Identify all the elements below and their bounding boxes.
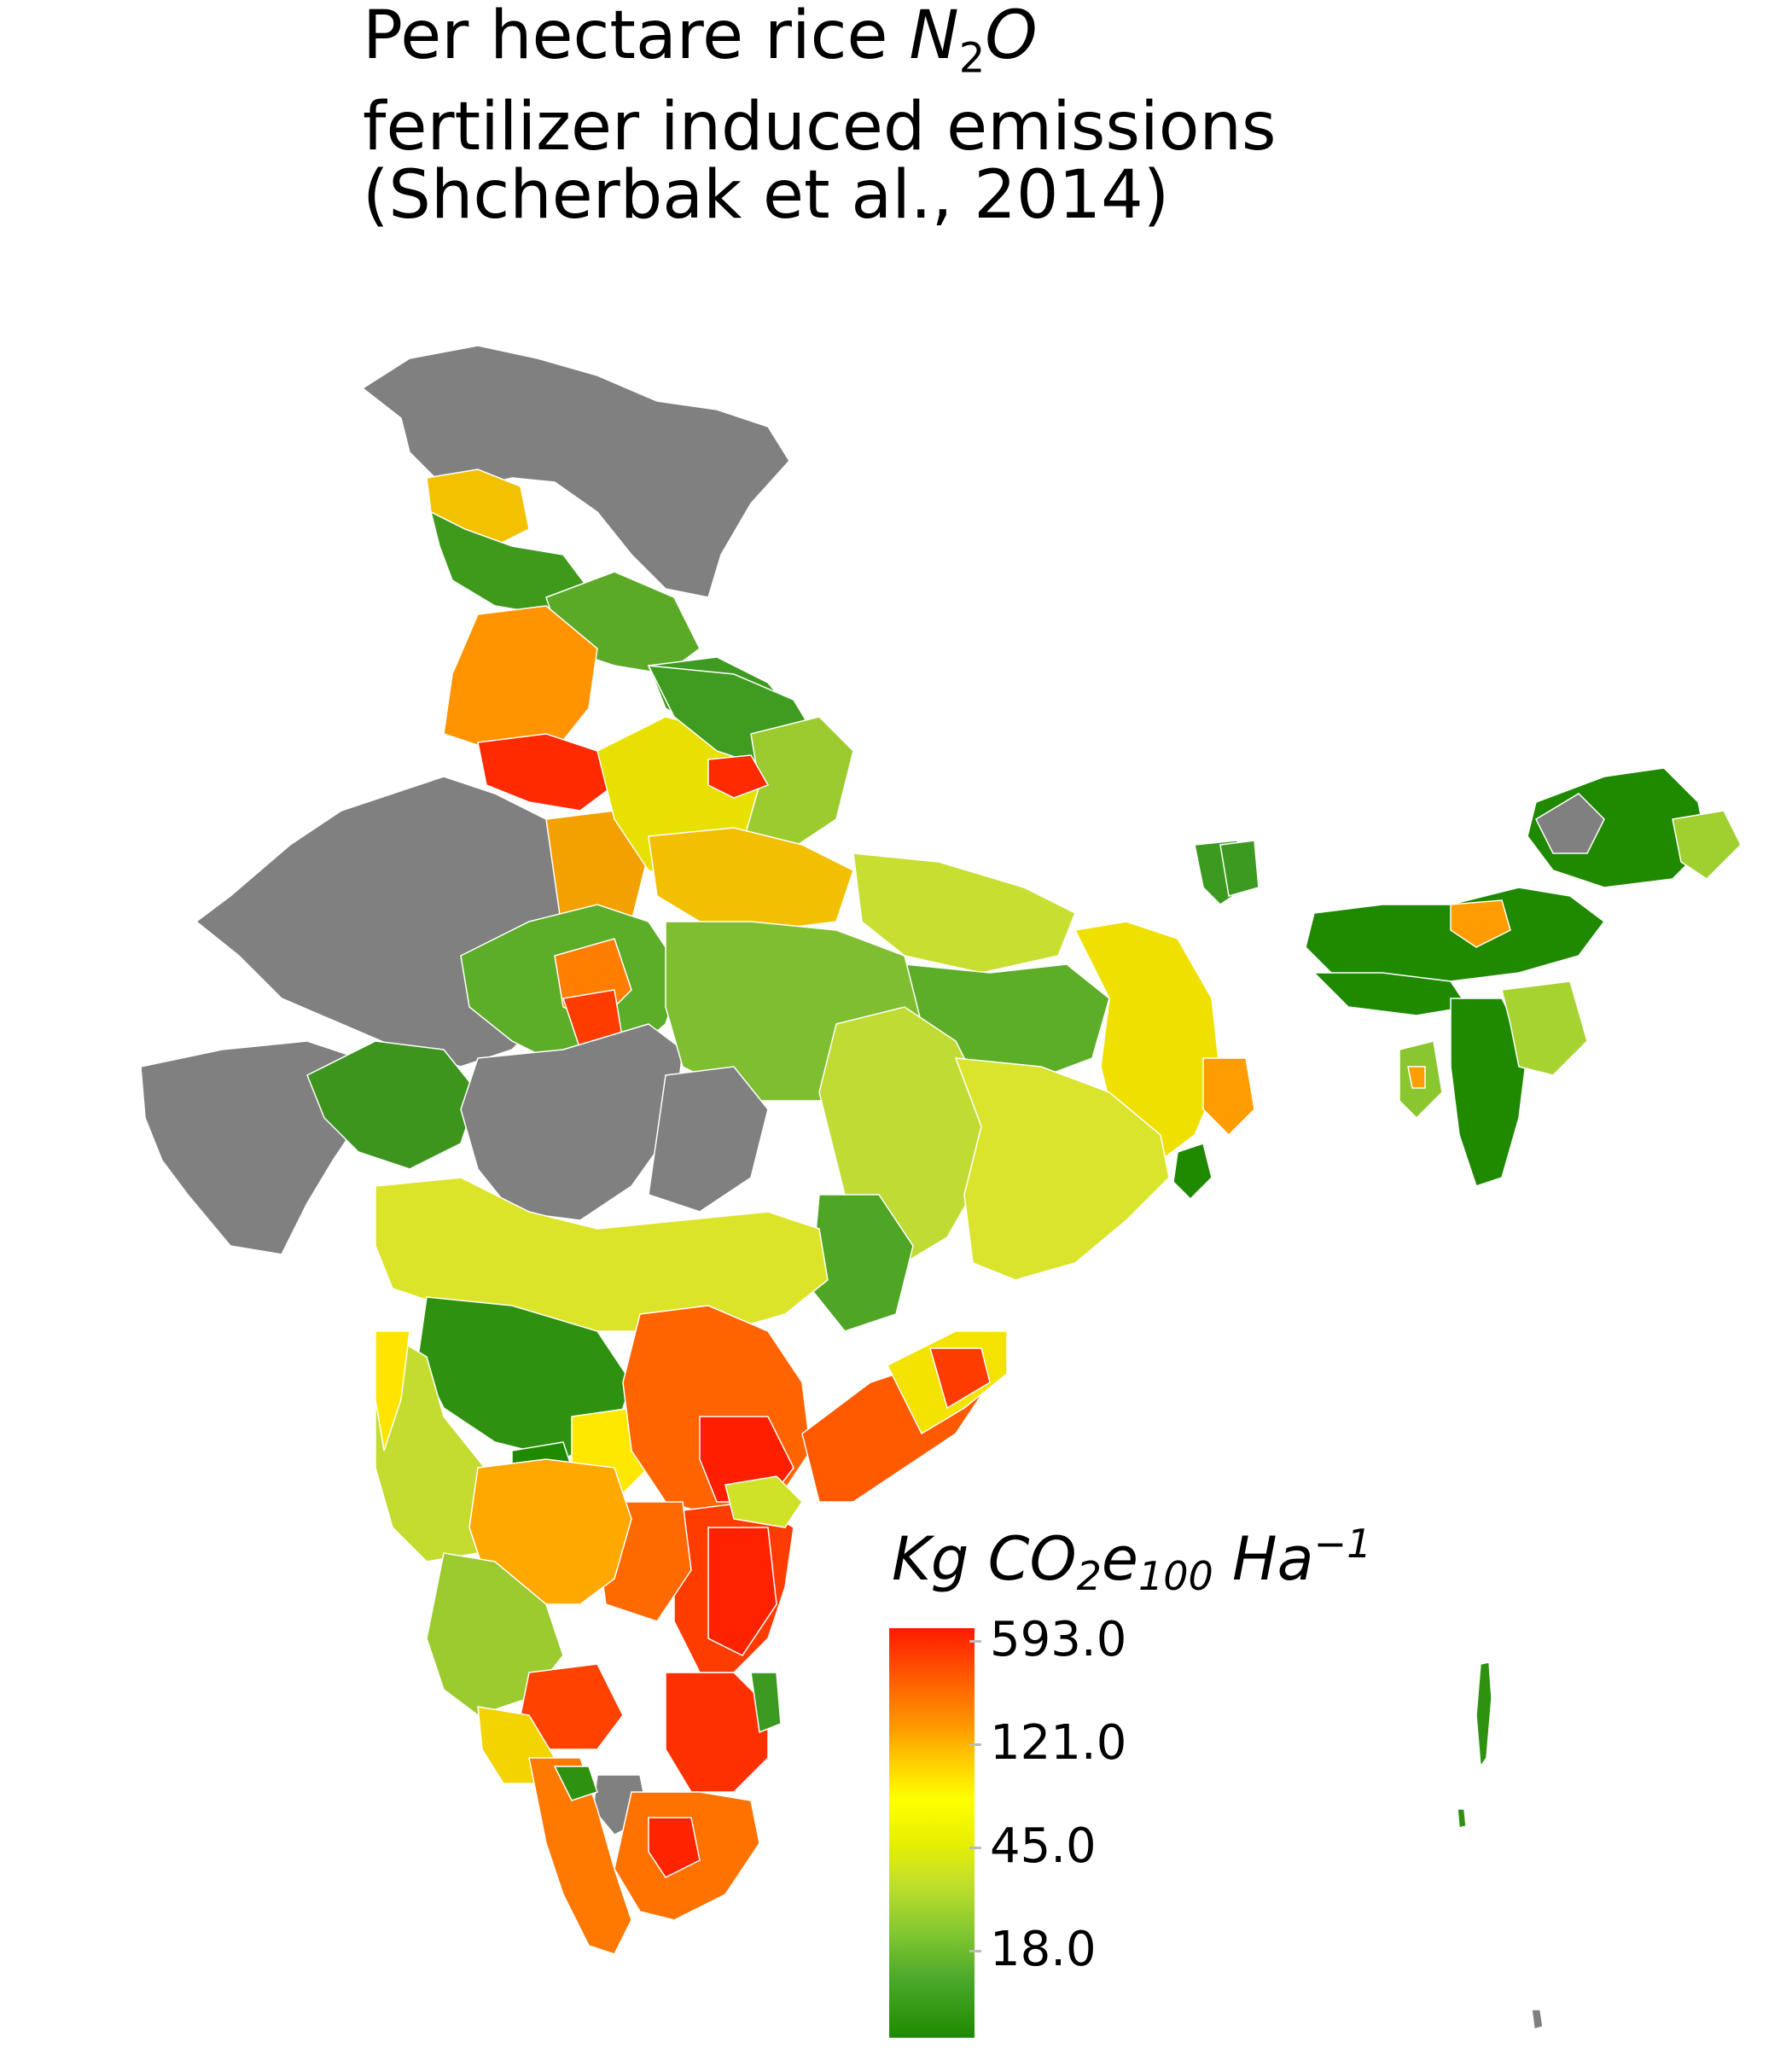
region-goa-coast	[375, 1330, 410, 1452]
region-nellore	[724, 1475, 803, 1528]
region-nicobar	[1531, 2009, 1544, 2030]
title-line-3: (Shcherbak et al., 2014)	[363, 156, 1170, 234]
map-title: Per hectare rice N2O fertilizer induced …	[363, 2, 1557, 230]
region-haryana	[477, 733, 615, 812]
legend-tick-mark	[969, 1743, 981, 1746]
region-arunachal-east	[1672, 810, 1742, 880]
region-up-hotspot	[707, 754, 770, 799]
region-arunachal-nodata	[1535, 793, 1605, 854]
region-karnataka-north	[468, 1458, 632, 1605]
legend-colorbar	[889, 1628, 975, 2038]
region-tripura-orange	[1407, 1066, 1426, 1089]
region-assam	[1305, 887, 1606, 982]
region-kashmir-nodata	[361, 345, 790, 598]
region-gujarat-nodata	[140, 1040, 368, 1255]
region-andaman-small	[1457, 1808, 1467, 1829]
legend-title: Kg CO2e100 Ha−1	[892, 1521, 1372, 1599]
region-ne-orange	[1450, 899, 1511, 948]
region-wb-south-orange	[1202, 1057, 1255, 1137]
region-madhya-pradesh-nodata	[460, 1023, 684, 1221]
title-line-1: Per hectare rice N2O	[363, 0, 1038, 83]
region-gujarat-east	[306, 1040, 479, 1170]
legend-tick-label: 18.0	[990, 1922, 1097, 1977]
legend-tick-mark	[969, 1847, 981, 1849]
region-andhra-deep-red	[707, 1527, 777, 1656]
region-uttar-pradesh-east	[742, 716, 854, 854]
region-odisha	[954, 1057, 1170, 1281]
title-line-2: fertilizer induced emissions	[363, 88, 1277, 166]
region-andaman	[1475, 1661, 1492, 1769]
legend-tick-label: 593.0	[990, 1612, 1127, 1667]
legend-tick-mark	[969, 1950, 981, 1952]
region-uttar-pradesh-central	[648, 827, 854, 931]
region-odisha-coastal-green	[1172, 1143, 1213, 1201]
region-tamil-nadu-red	[648, 1817, 701, 1878]
region-tamil-nadu-north	[665, 1672, 769, 1793]
region-sikkim	[1219, 840, 1260, 897]
region-andhra-coastal-red	[929, 1347, 991, 1410]
legend-tick-label: 45.0	[990, 1818, 1097, 1874]
region-tamil-nadu-coast-green	[750, 1672, 782, 1734]
region-nagaland	[1501, 980, 1588, 1076]
region-kerala-green	[553, 1766, 598, 1801]
region-mp-nodata-2	[648, 1066, 769, 1213]
region-bihar	[852, 852, 1076, 974]
legend-tick-mark	[969, 1640, 981, 1643]
legend-tick-label: 121.0	[990, 1715, 1127, 1771]
